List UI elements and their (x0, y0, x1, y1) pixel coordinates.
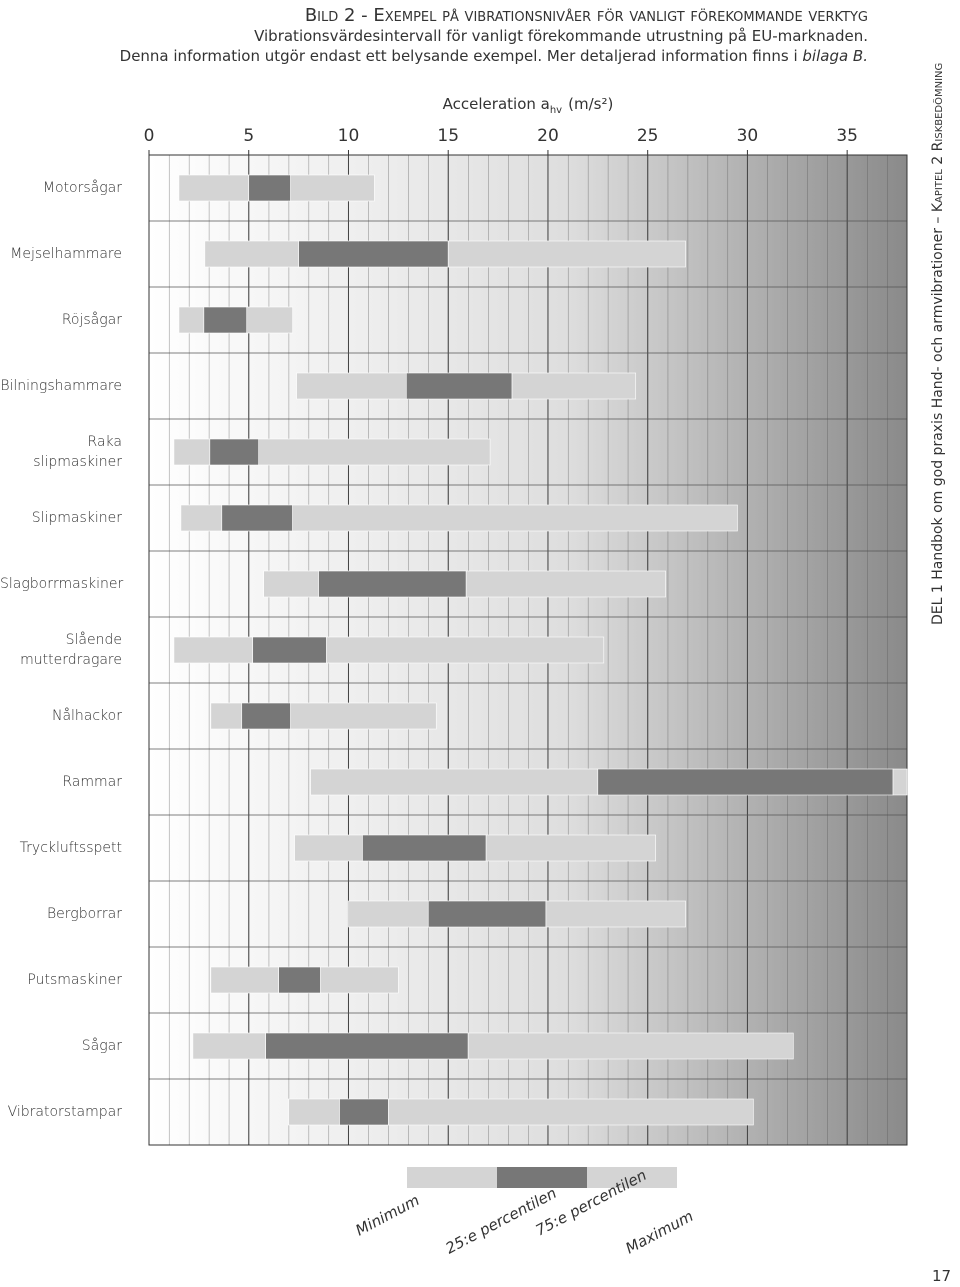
y-tick-label: Sågar (81, 1038, 122, 1054)
bar-segment (485, 834, 656, 862)
bar-segment (210, 966, 279, 994)
y-tick-label: Vibratorstampar (7, 1104, 122, 1120)
y-tick-label: Nålhackor (51, 708, 122, 724)
bar-segment (265, 1032, 469, 1060)
bar-segment (406, 372, 513, 400)
bar-segment (258, 438, 491, 466)
bar-segment (290, 702, 437, 730)
bar-segment (288, 1098, 340, 1126)
legend-swatch (407, 1167, 497, 1188)
bar-segment (339, 1098, 389, 1126)
bar-segment (241, 702, 291, 730)
y-tick-label: Bergborrar (47, 906, 122, 922)
bar-segment (203, 306, 248, 334)
bar-segment (210, 702, 243, 730)
bar-segment (180, 504, 223, 532)
x-label-sub: hv (550, 105, 562, 116)
y-tick-label: Bilningshammare (0, 378, 122, 394)
legend-swatch (497, 1167, 587, 1188)
legend-label: Minimum (353, 1191, 423, 1240)
bar-segment (362, 834, 487, 862)
bar-segment (511, 372, 637, 400)
plot-frame (148, 154, 908, 1146)
bar-segment (178, 306, 205, 334)
bar-segment (278, 966, 321, 994)
bar-segment (294, 834, 363, 862)
x-tick-label: 20 (537, 126, 559, 146)
subtitle: Denna information utgör endast ett belys… (119, 47, 798, 65)
bar-segment (465, 570, 666, 598)
x-tick-label: 25 (637, 126, 659, 146)
subtitle-ref: bilaga B. (802, 47, 868, 65)
bar-segment (447, 240, 686, 268)
bar-segment (173, 438, 211, 466)
bar-segment (173, 636, 254, 664)
y-tick-label: Röjsågar (61, 312, 122, 328)
page-number: 17 (932, 1267, 952, 1285)
y-tick-label: Tryckluftsspett (19, 840, 122, 856)
bar-segment (320, 966, 399, 994)
x-tick-label: 0 (144, 126, 155, 146)
y-tick-label: Raka slipmaskiner (33, 434, 122, 470)
bar-segment (597, 768, 894, 796)
bar-segment (296, 372, 407, 400)
x-tick-label: 30 (737, 126, 759, 146)
y-tick-label: Motorsågar (42, 180, 122, 196)
bar-segment (388, 1098, 754, 1126)
bar-segment (178, 174, 250, 202)
bar-segment (427, 900, 547, 928)
legend-swatch (587, 1167, 677, 1188)
bar-segment (204, 240, 299, 268)
bar-segment (192, 1032, 266, 1060)
x-tick-label: 5 (243, 126, 254, 146)
bar-segment (252, 636, 327, 664)
subtitle: Denna information utgör endast ett belys… (120, 46, 868, 66)
x-tick-label: 10 (338, 126, 360, 146)
bar-segment (310, 768, 599, 796)
y-tick-label: Rammar (62, 774, 122, 790)
x-tick-label: 15 (437, 126, 459, 146)
title: Bild 2 - Exempel på vibrationsnivåer för… (304, 5, 868, 26)
y-tick-label: Mejselhammare (10, 246, 122, 262)
bar-segment (221, 504, 293, 532)
bar-segment (545, 900, 686, 928)
y-tick-label: Slagborrmaskiner (0, 576, 124, 592)
legend-label: Maximum (623, 1207, 697, 1258)
x-axis-label: Acceleration ahv (m/s²) (443, 95, 614, 117)
bar-segment (263, 570, 319, 598)
bar-segment (467, 1032, 794, 1060)
bar-segment (290, 174, 375, 202)
bar-segment (292, 504, 738, 532)
bar-segment (209, 438, 260, 466)
bar-segment (298, 240, 449, 268)
x-label: Acceleration a (443, 95, 550, 113)
bar-segment (248, 174, 291, 202)
subtitle: Vibrationsvärdesintervall för vanligt fö… (254, 27, 868, 45)
y-tick-label: Slående mutterdragare (20, 632, 122, 668)
bar-segment (348, 900, 429, 928)
bar-segment (326, 636, 605, 664)
y-tick-label: Putsmaskiner (27, 972, 122, 988)
x-tick-label: 35 (836, 126, 858, 146)
bar-segment (318, 570, 467, 598)
y-tick-label: Slipmaskiner (31, 510, 122, 526)
header: Bild 2 - Exempel på vibrationsnivåer för… (120, 6, 868, 66)
bar-segment (246, 306, 293, 334)
bar-segment (892, 768, 908, 796)
x-label-unit: (m/s²) (568, 95, 613, 113)
